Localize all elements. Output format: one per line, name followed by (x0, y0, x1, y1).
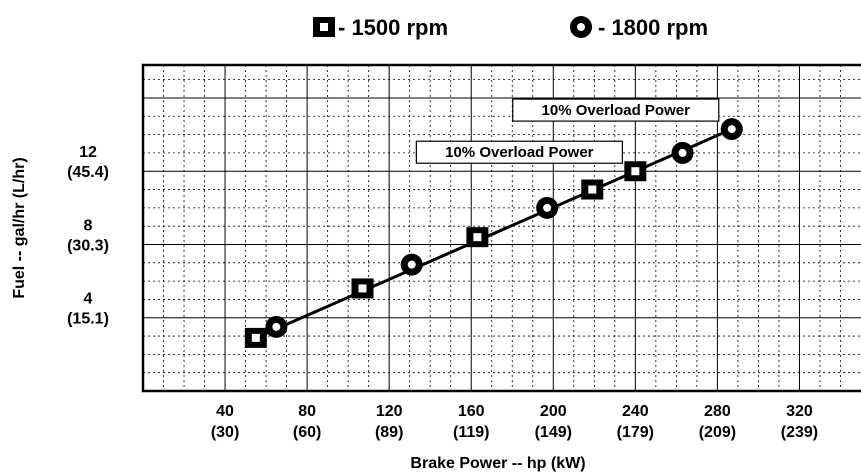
data-point-1500rpm (351, 278, 374, 299)
x-tick-label: 80 (298, 403, 316, 420)
plot-frame (141, 63, 861, 393)
data-point-1500rpm (466, 227, 489, 248)
x-tick-sublabel: (30) (211, 424, 239, 441)
x-tick-sublabel: (239) (781, 424, 818, 441)
x-tick-label: 320 (786, 403, 813, 420)
trend-line (255, 127, 733, 340)
annotation-label: 10% Overload Power (542, 102, 691, 119)
data-point-1500rpm (581, 179, 604, 200)
data-point-1800rpm (400, 253, 423, 276)
legend-item-1800rpm: - 1800 rpm (570, 15, 708, 40)
y-tick-label: 8 (84, 217, 93, 234)
y-tick-labels: 4 (15.1) 8 (30.3) 12 (45.4) (67, 144, 109, 328)
x-tick-sublabel: (179) (617, 424, 654, 441)
x-tick-sublabel: (149) (535, 424, 572, 441)
y-tick-label: 4 (84, 291, 93, 308)
legend-square-icon (313, 17, 335, 37)
x-tick-sublabel: (209) (699, 424, 736, 441)
data-point-1800rpm (720, 118, 743, 141)
x-tick-label: 40 (216, 403, 234, 420)
data-point-1500rpm (624, 161, 647, 182)
x-tick-label: 160 (458, 403, 485, 420)
x-tick-sublabel: (89) (375, 424, 403, 441)
legend-item-1500rpm: - 1500 rpm (313, 15, 448, 40)
x-tick-label: 240 (622, 403, 649, 420)
x-tick-labels: 40 (30) 80 (60) 120 (89) 160 (119) 200 (149) 240 (1… (211, 403, 818, 441)
x-axis-label: Brake Power -- hp (kW) (410, 455, 585, 472)
legend-circle-icon (570, 16, 592, 38)
annotation-label: 10% Overload Power (445, 144, 594, 161)
x-tick-label: 280 (704, 403, 731, 420)
x-tick-sublabel: (60) (293, 424, 321, 441)
y-tick-sublabel: (15.1) (67, 311, 109, 328)
x-tick-label: 200 (540, 403, 567, 420)
legend-label-1500rpm: - 1500 rpm (338, 15, 448, 40)
data-point-1800rpm (671, 141, 694, 164)
x-tick-sublabel: (119) (453, 424, 489, 441)
overload-annotation: 10% Overload Power (512, 98, 720, 122)
legend-label-1800rpm: - 1800 rpm (598, 15, 708, 40)
y-tick-sublabel: (45.4) (67, 164, 109, 181)
y-axis-label: Fuel -- gal/hr (L/hr) (11, 157, 28, 298)
data-point-1500rpm (244, 327, 267, 348)
y-tick-sublabel: (30.3) (67, 237, 109, 254)
x-tick-label: 120 (376, 403, 403, 420)
legend: - 1500 rpm - 1800 rpm (313, 15, 708, 40)
annotations: 10% Overload Power 10% Overload Power (415, 98, 720, 164)
data-markers (244, 118, 743, 348)
data-point-1800rpm (265, 315, 288, 338)
data-point-1800rpm (536, 196, 559, 219)
y-tick-label: 12 (79, 144, 97, 161)
overload-annotation: 10% Overload Power (415, 140, 623, 164)
